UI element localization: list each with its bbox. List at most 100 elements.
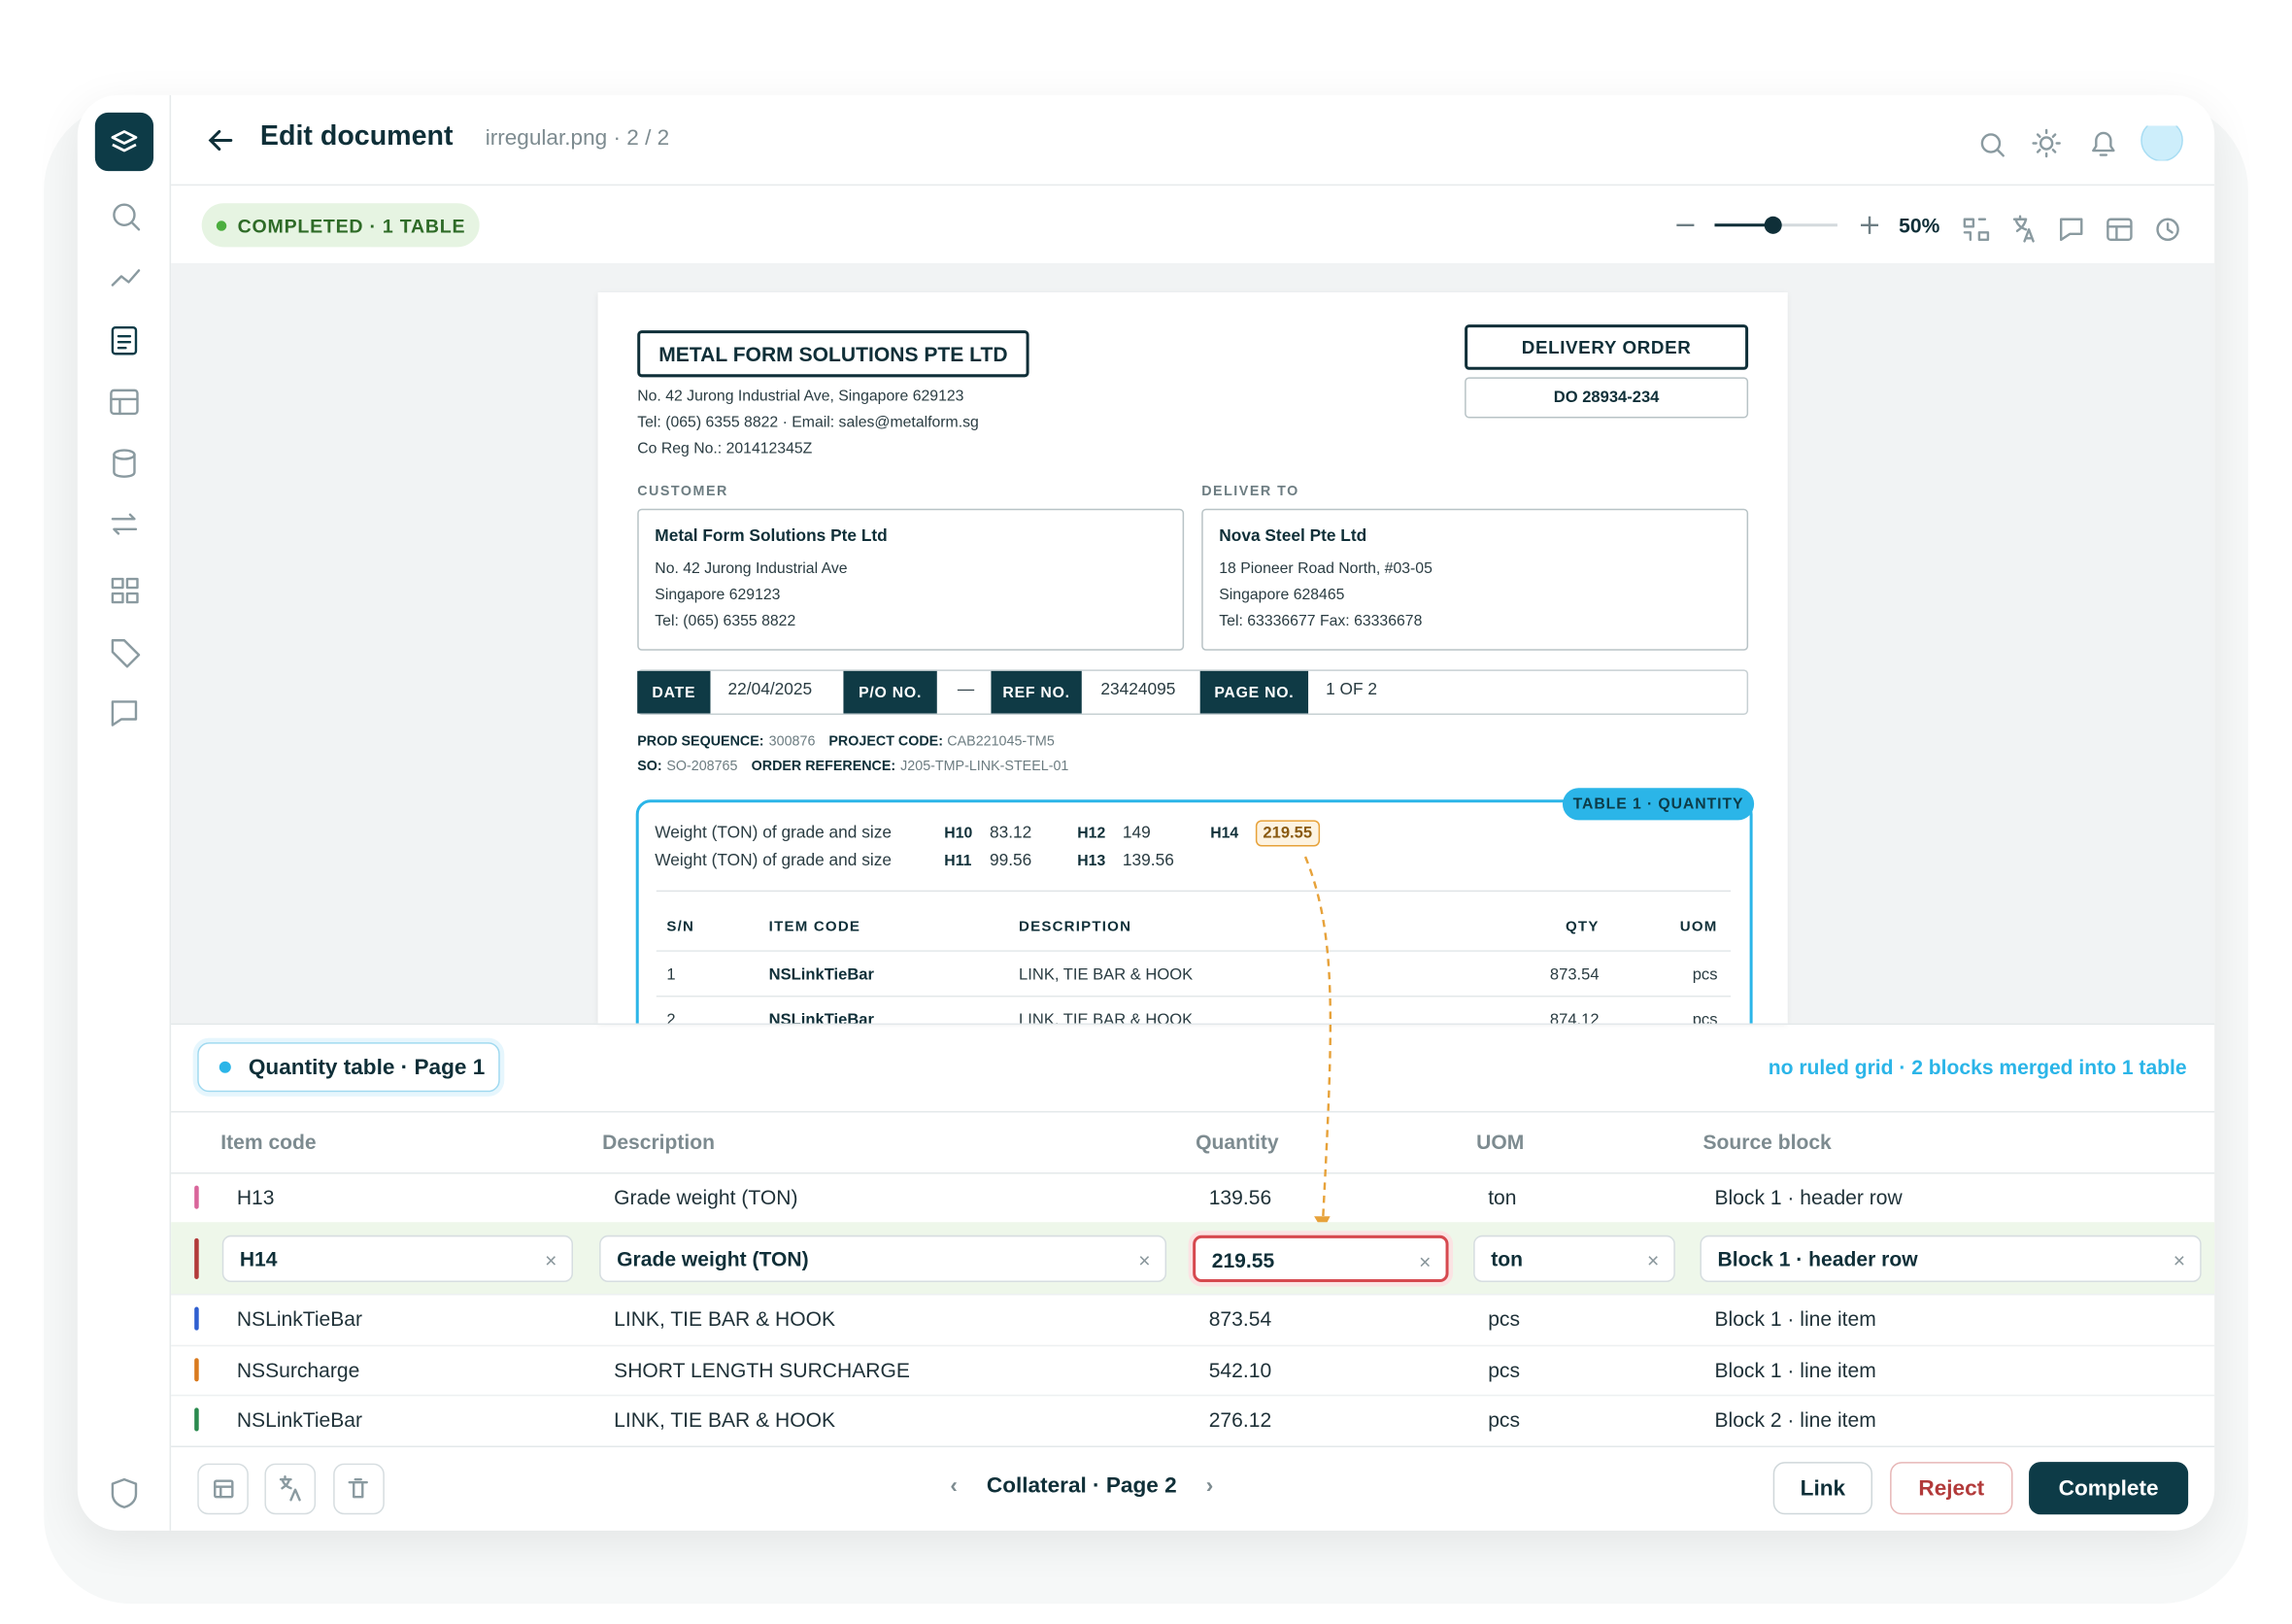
clear-icon[interactable]: × [1138,1248,1151,1272]
tab-dot [219,1061,231,1073]
row-line [171,1294,2215,1296]
next[interactable]: › [1205,1473,1214,1499]
meta-label: PROD SEQUENCE: [637,733,764,751]
row-marker [194,1306,199,1332]
cell: 873.54 [1208,1306,1272,1332]
status-badge: COMPLETED · 1 TABLE [201,203,480,248]
address-line: Singapore 628465 [1219,586,1345,604]
link-button[interactable]: Link [1772,1462,1873,1515]
address-line: Tel: (065) 6355 8822 · Email: sales@meta… [637,413,979,432]
meta-value: SO-208765 [666,759,738,775]
cell: pcs [1488,1407,1520,1432]
meta-value: J205-TMP-LINK-STEEL-01 [900,759,1069,775]
zoom-slider[interactable] [1670,211,1890,243]
cell: Block 1 · line item [1714,1357,1876,1381]
back-button[interactable] [205,124,237,156]
cell: Block 2 · line item [1714,1407,1876,1432]
cell: Block 1 · line item [1714,1306,1876,1332]
prev[interactable]: ‹ [950,1473,958,1499]
input-value: Block 1 · header row [1717,1246,1918,1270]
clear-icon[interactable]: × [545,1248,557,1272]
table-tag: TABLE 1 · QUANTITY [1562,788,1755,821]
footer-line [171,1445,2215,1448]
column-header: UOM [1476,1130,1525,1154]
cell-input[interactable]: ton × [1473,1235,1675,1282]
document-page: METAL FORM SOLUTIONS PTE LTD DELIVERY OR… [597,292,1788,1024]
customer-label: CUSTOMER [637,484,728,500]
cell: 874.12 [1549,1011,1600,1024]
field-value: 1 OF 2 [1326,681,1378,699]
clear-icon[interactable]: × [2173,1248,2186,1272]
customer-name: Metal Form Solutions Pte Ltd [655,527,888,546]
column-header: S/N [666,919,695,936]
company-name: METAL FORM SOLUTIONS PTE LTD [637,330,1029,378]
input-value: 219.55 [1211,1248,1275,1272]
deliver-name: Nova Steel Pte Ltd [1219,527,1367,546]
field-value: 22/04/2025 [727,681,813,699]
weight-label: Weight (TON) of grade and size [655,852,893,870]
cell: SHORT LENGTH SURCHARGE [614,1357,910,1381]
page-title: Edit document [259,120,454,152]
meta-label: SO: [637,759,662,775]
address-line: Tel: (065) 6355 8822 [655,612,796,630]
field-value: 23424095 [1100,681,1176,699]
footer-tools[interactable] [197,1463,388,1516]
field-value: — [957,681,975,699]
cell: 139.56 [1208,1185,1272,1209]
address-line: 18 Pioneer Road North, #03-05 [1219,559,1432,578]
address-line: Co Reg No.: 201412345Z [637,440,813,458]
clear-icon[interactable]: × [1419,1249,1432,1273]
logo-icon [111,130,138,152]
grade: H12 [1077,824,1106,842]
table-divider [656,890,1732,893]
grade-value: 99.56 [989,852,1032,870]
row-marker [194,1357,199,1381]
merge-note: no ruled grid · 2 blocks merged into 1 t… [1768,1055,2187,1079]
grade-value: 139.56 [1122,852,1174,870]
column-header: Description [602,1130,716,1154]
cell: NSLinkTieBar [236,1306,363,1332]
cell-input[interactable]: Block 1 · header row × [1700,1235,2202,1282]
deliver-label: DELIVER TO [1201,484,1299,500]
grade: H13 [1077,852,1106,870]
row-marker [194,1237,199,1279]
sidebar-icons [110,203,141,727]
grade: H14 [1210,824,1239,842]
field-label: REF NO. [991,670,1082,714]
grade-value: 83.12 [989,824,1032,842]
clear-icon[interactable]: × [1646,1248,1660,1272]
tab-label: Quantity table · Page 1 [248,1054,486,1080]
cell: 2 [666,1011,676,1024]
pager[interactable]: ‹ Collateral · Page 2 › [950,1473,1213,1499]
doc-type: DELIVERY ORDER [1465,324,1749,370]
column-header: UOM [1679,919,1718,936]
column-header: Quantity [1196,1130,1279,1154]
toolbar-icons[interactable] [1959,211,2193,249]
logo [94,112,154,172]
row-line [171,1394,2215,1397]
header-icons[interactable] [1973,125,2193,161]
weight-label: Weight (TON) of grade and size [655,824,893,842]
doc-number: DO 28934-234 [1465,377,1749,419]
shield-icon[interactable] [105,1473,146,1514]
cell-input[interactable]: H14 × [221,1235,573,1282]
meta-value: CAB221045-TM5 [947,733,1055,751]
status-text: COMPLETED · 1 TABLE [237,214,466,237]
cell: Block 1 · header row [1714,1185,1903,1209]
zoom-level: 50% [1899,213,1940,237]
cell-input[interactable]: Grade weight (TON) × [599,1235,1167,1282]
row-marker [194,1407,199,1432]
field-label: DATE [637,670,711,714]
meta-label: ORDER REFERENCE: [751,759,896,775]
complete-button[interactable]: Complete [2029,1462,2189,1515]
cell-input[interactable]: 219.55 × [1193,1235,1449,1282]
deliver-box [1201,508,1749,651]
input-value: Grade weight (TON) [617,1246,809,1270]
panel-tab[interactable]: Quantity table · Page 1 [197,1042,500,1093]
address-line: No. 42 Jurong Industrial Ave, Singapore … [637,387,964,405]
reject-button[interactable]: Reject [1890,1462,2013,1515]
cell: NSLinkTieBar [768,965,874,984]
row-marker [194,1185,199,1209]
